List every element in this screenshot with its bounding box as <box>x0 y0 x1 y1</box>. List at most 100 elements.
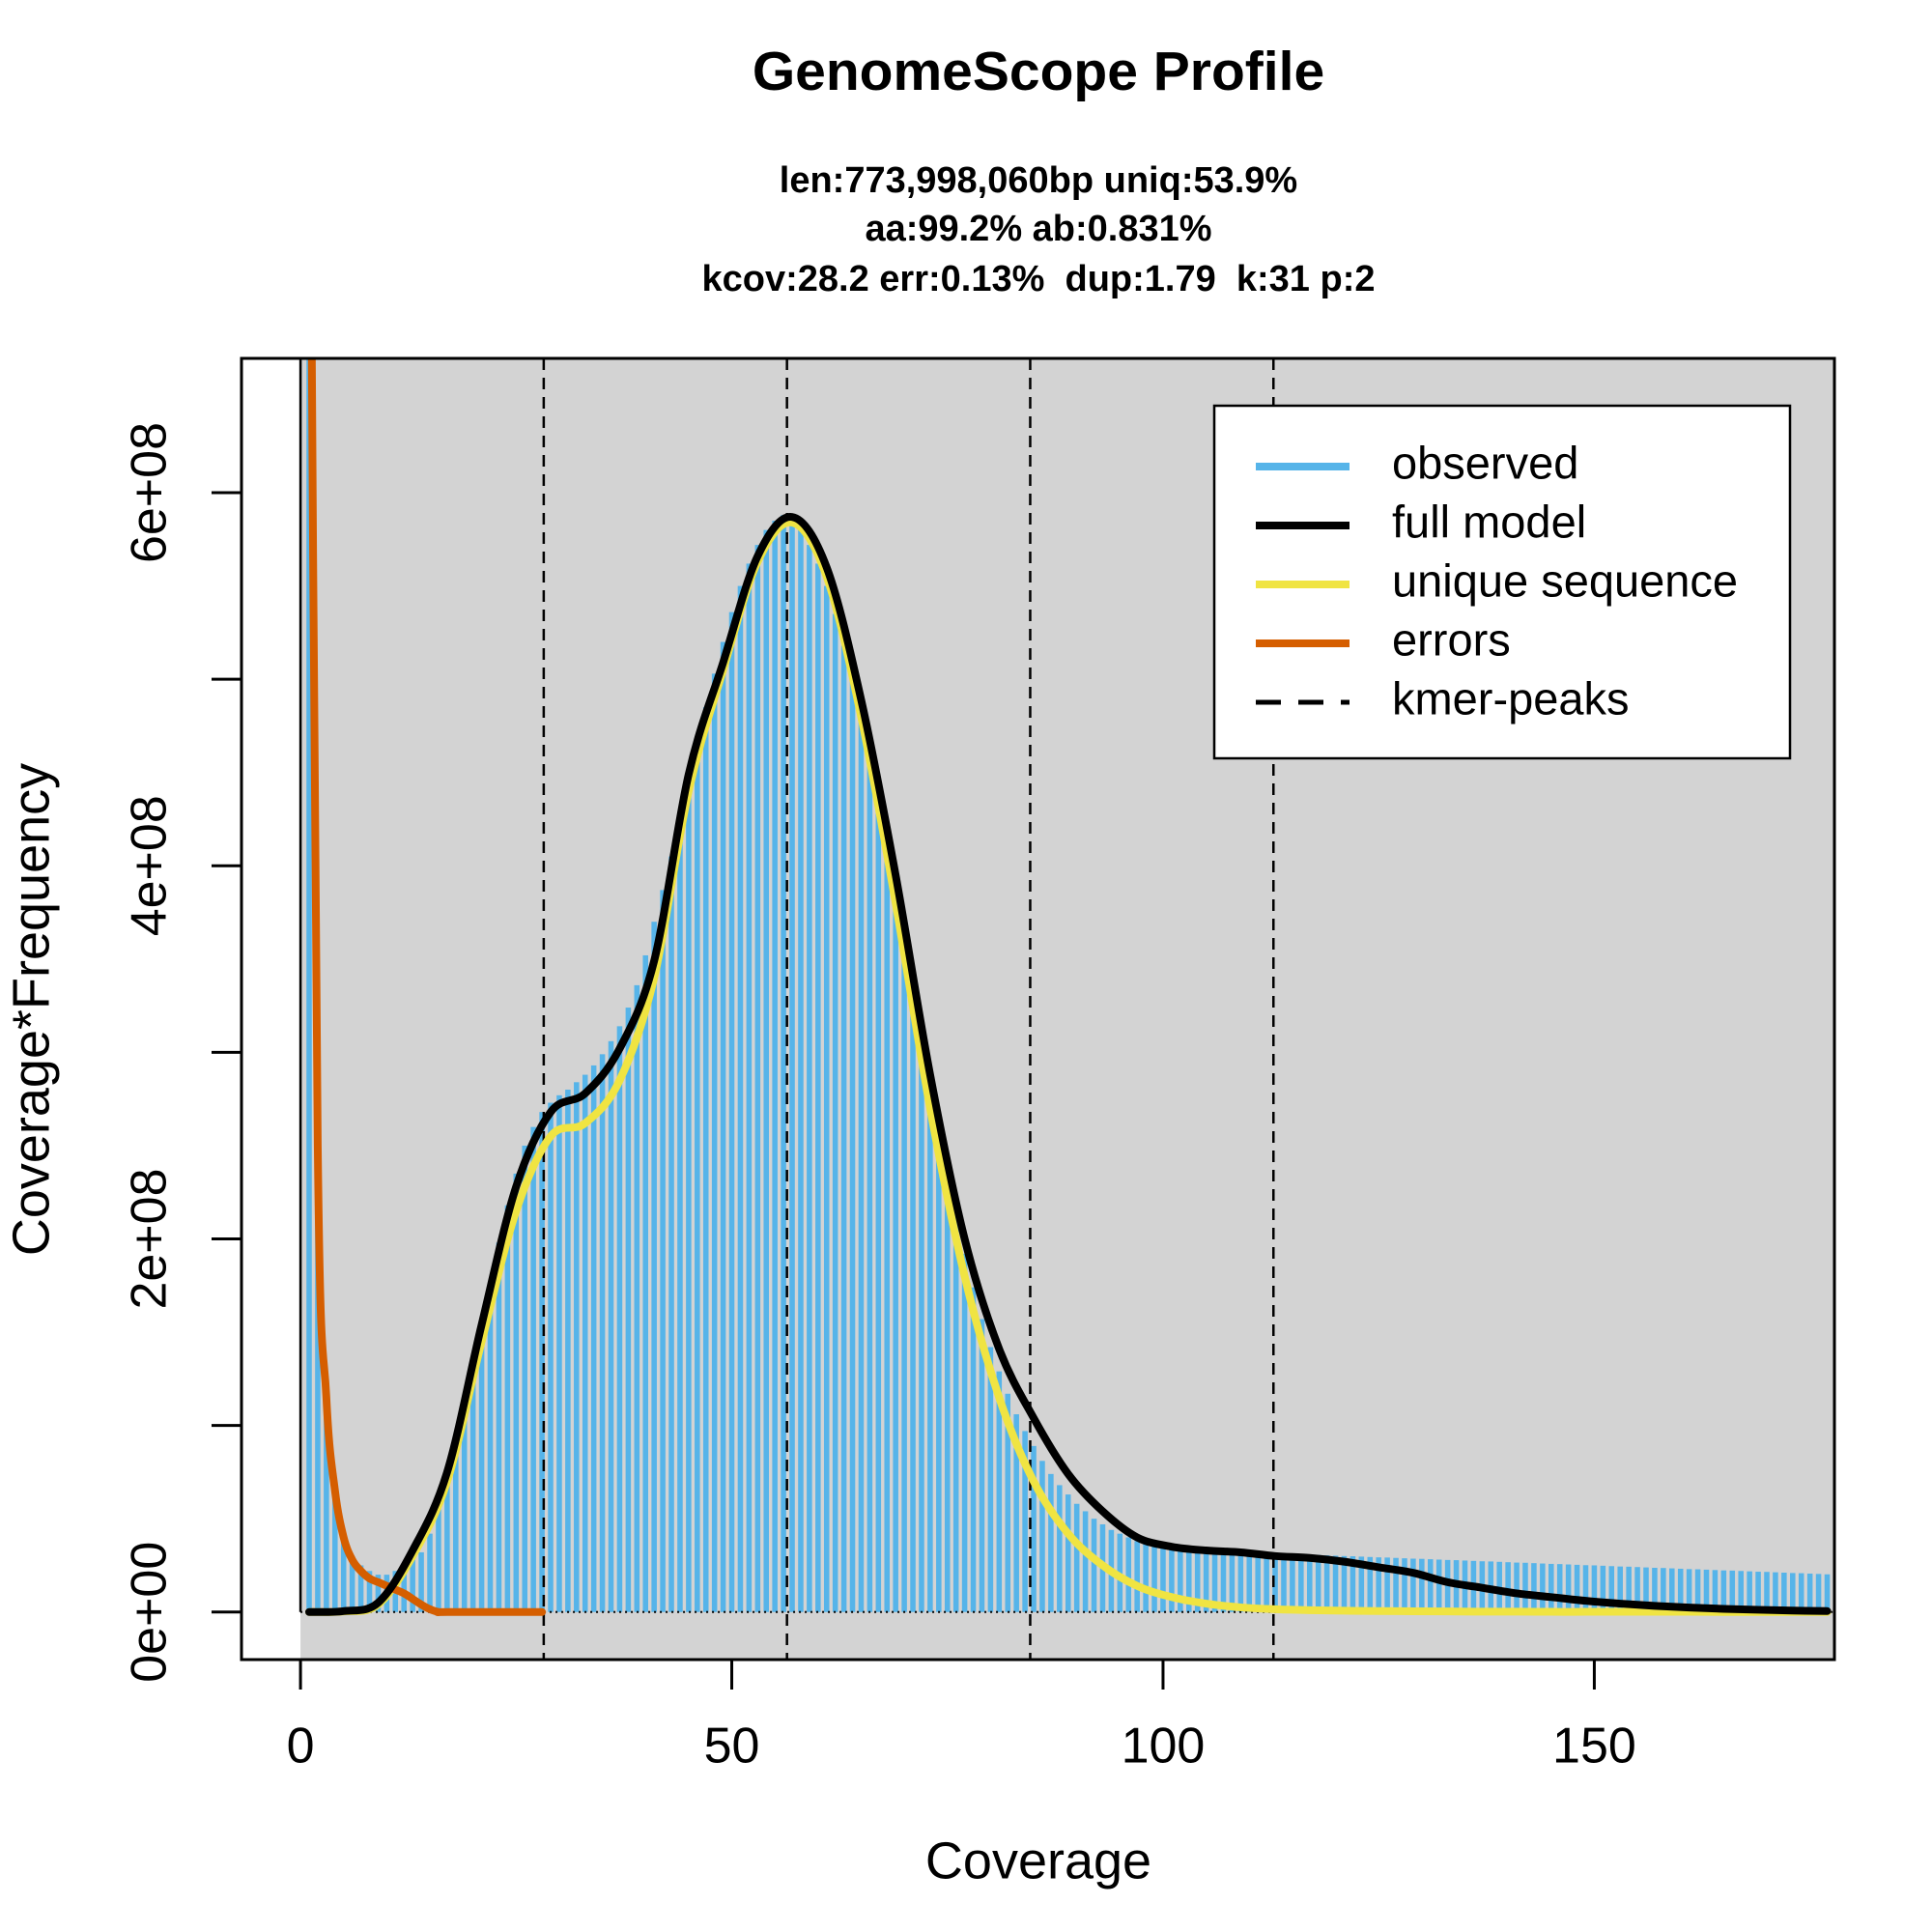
observed-bar <box>1367 1556 1374 1612</box>
observed-bar <box>772 521 778 1612</box>
observed-bar <box>1264 1552 1269 1612</box>
observed-bar <box>823 585 830 1612</box>
observed-bar <box>340 1537 347 1612</box>
observed-bar <box>1652 1567 1658 1612</box>
observed-bar <box>1556 1564 1563 1612</box>
observed-bar <box>1211 1550 1218 1612</box>
observed-bar <box>608 1040 614 1612</box>
observed-bar <box>357 1565 364 1612</box>
observed-bar <box>1729 1570 1736 1612</box>
observed-bar <box>1125 1537 1132 1612</box>
observed-bar <box>979 1319 985 1612</box>
observed-bar <box>1151 1545 1157 1612</box>
observed-bar <box>1419 1558 1425 1612</box>
observed-bar <box>1065 1494 1071 1612</box>
observed-bar <box>410 1559 415 1612</box>
observed-bar <box>1332 1555 1339 1612</box>
observed-bar <box>1220 1550 1227 1612</box>
observed-bar <box>513 1173 520 1612</box>
observed-bar <box>1600 1565 1606 1612</box>
observed-bar <box>1290 1553 1295 1612</box>
observed-bar <box>366 1571 373 1612</box>
observed-bar <box>849 679 856 1612</box>
observed-bar <box>478 1326 485 1612</box>
observed-bar <box>1686 1569 1692 1612</box>
observed-bar <box>1315 1554 1321 1612</box>
observed-bar <box>427 1533 433 1612</box>
observed-bar <box>1720 1570 1727 1612</box>
observed-bar <box>987 1347 994 1612</box>
observed-bar <box>1712 1570 1719 1612</box>
observed-bar <box>1160 1547 1166 1612</box>
observed-bar <box>996 1371 1003 1612</box>
observed-bar <box>1669 1568 1675 1612</box>
observed-bar <box>1134 1541 1140 1612</box>
observed-bar <box>1143 1543 1149 1612</box>
observed-bar <box>1694 1569 1701 1612</box>
observed-bar <box>910 992 916 1612</box>
observed-bar <box>1073 1503 1080 1612</box>
observed-bar <box>858 716 865 1612</box>
observed-bar <box>1384 1557 1390 1612</box>
observed-bar <box>530 1126 536 1612</box>
observed-bar <box>375 1575 382 1612</box>
observed-bar <box>660 890 666 1612</box>
observed-bar <box>315 1126 321 1612</box>
observed-bar <box>737 585 744 1612</box>
observed-bar <box>1634 1567 1640 1612</box>
x-axis-label: Coverage <box>925 1832 1151 1889</box>
observed-bar <box>1806 1573 1813 1612</box>
observed-bar <box>401 1565 407 1612</box>
observed-bar <box>702 707 709 1612</box>
observed-bar <box>1661 1568 1666 1612</box>
observed-bar <box>815 563 821 1612</box>
observed-bar <box>436 1509 441 1612</box>
observed-bar <box>763 529 770 1612</box>
observed-bar <box>1169 1548 1175 1612</box>
observed-bar <box>1022 1431 1028 1612</box>
legend-label: full model <box>1392 496 1586 547</box>
observed-bar <box>1237 1551 1244 1612</box>
subtitle: len:773,998,060bp uniq:53.9% <box>780 160 1297 201</box>
observed-bar <box>1082 1511 1089 1612</box>
observed-bar <box>919 1040 924 1612</box>
observed-bar <box>1194 1550 1201 1612</box>
observed-bar <box>1505 1562 1511 1612</box>
observed-bar <box>453 1447 459 1612</box>
observed-bar <box>1039 1461 1045 1612</box>
observed-bar <box>1565 1564 1572 1612</box>
observed-bar <box>1677 1568 1684 1612</box>
observed-bar <box>1617 1566 1623 1612</box>
observed-bar <box>539 1112 545 1612</box>
y-tick-label: 2e+08 <box>122 1168 178 1309</box>
observed-bar <box>625 1008 632 1612</box>
observed-bar <box>754 545 761 1612</box>
observed-bar <box>574 1082 580 1612</box>
observed-bar <box>504 1205 511 1612</box>
x-tick-label: 150 <box>1552 1719 1636 1775</box>
legend-label: kmer-peaks <box>1392 672 1630 724</box>
observed-bar <box>548 1102 554 1612</box>
observed-bar <box>1393 1557 1399 1612</box>
observed-bar <box>1272 1553 1278 1612</box>
observed-bar <box>840 645 847 1612</box>
observed-bar <box>944 1177 951 1612</box>
subtitle: aa:99.2% ab:0.831% <box>865 209 1211 249</box>
observed-bar <box>565 1090 571 1612</box>
observed-bar <box>1427 1559 1434 1612</box>
observed-bar <box>1764 1572 1770 1612</box>
observed-bar <box>332 1491 338 1612</box>
observed-bar <box>651 922 657 1612</box>
observed-bar <box>496 1242 502 1612</box>
y-tick-label: 4e+08 <box>122 795 178 936</box>
plot-area <box>298 358 1834 1660</box>
observed-bar <box>1341 1555 1348 1612</box>
observed-bar <box>1773 1572 1778 1612</box>
observed-bar <box>1531 1563 1537 1612</box>
observed-bar <box>1091 1519 1097 1612</box>
observed-bar <box>695 744 700 1612</box>
observed-bar <box>1229 1551 1236 1612</box>
observed-bar <box>1323 1555 1330 1612</box>
